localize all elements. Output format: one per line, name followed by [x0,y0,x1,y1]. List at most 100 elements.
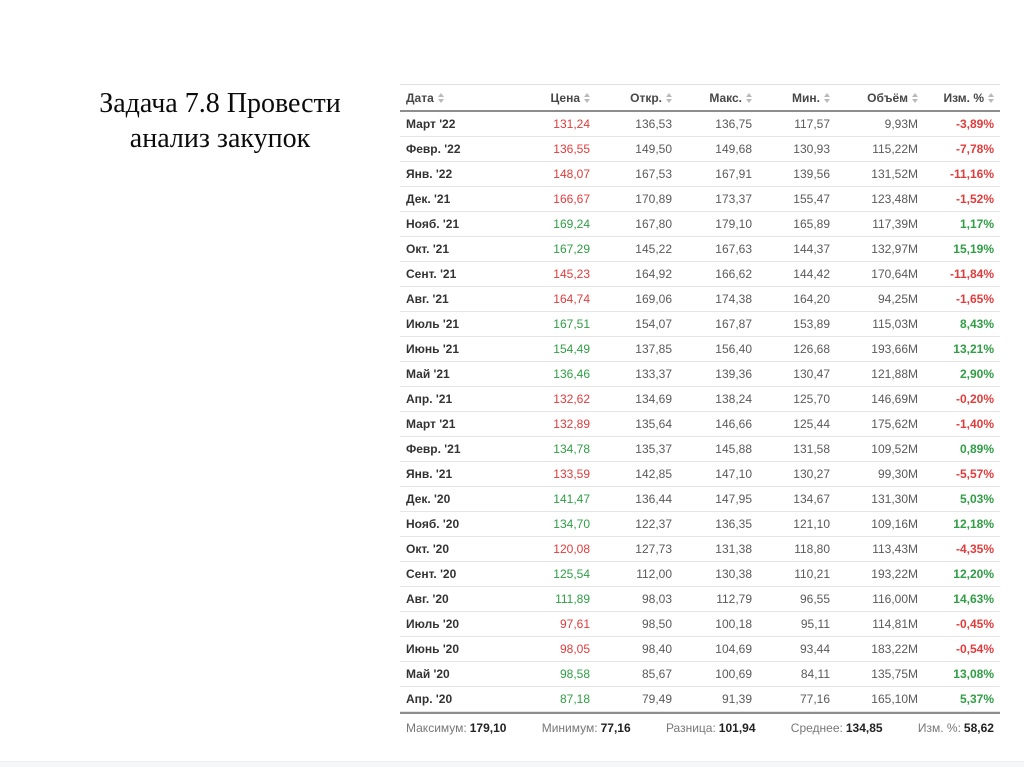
cell-min: 84,11 [758,661,836,687]
table-row: Февр. '22 136,55 149,50 149,68 130,93 11… [400,136,1000,162]
cell-open: 79,49 [596,686,678,712]
cell-price: 125,54 [510,561,596,587]
cell-change: 1,17% [924,211,1000,237]
cell-open: 137,85 [596,336,678,362]
cell-volume: 170,64M [836,261,924,287]
column-header-date[interactable]: Дата [400,84,510,112]
cell-price: 169,24 [510,211,596,237]
cell-date: Февр. '22 [400,136,510,162]
cell-date: Сент. '21 [400,261,510,287]
cell-volume: 113,43M [836,536,924,562]
column-header-volume[interactable]: Объём [836,84,924,112]
sort-arrows-icon[interactable] [746,92,752,103]
cell-min: 125,44 [758,411,836,437]
cell-max: 131,38 [678,536,758,562]
cell-date: Нояб. '21 [400,211,510,237]
table-row: Янв. '22 148,07 167,53 167,91 139,56 131… [400,161,1000,187]
cell-min: 110,21 [758,561,836,587]
cell-min: 121,10 [758,511,836,537]
cell-date: Май '20 [400,661,510,687]
column-header-label: Изм. % [943,91,984,105]
cell-change: 15,19% [924,236,1000,262]
table-row: Нояб. '21 169,24 167,80 179,10 165,89 11… [400,211,1000,237]
cell-open: 167,53 [596,161,678,187]
cell-date: Февр. '21 [400,436,510,462]
summary-maximum: Максимум: 179,10 [406,721,507,735]
cell-price: 136,46 [510,361,596,387]
column-header-min[interactable]: Мин. [758,84,836,112]
cell-change: -11,16% [924,161,1000,187]
sort-arrows-icon[interactable] [912,92,918,103]
cell-open: 133,37 [596,361,678,387]
table-row: Февр. '21 134,78 135,37 145,88 131,58 10… [400,436,1000,462]
table-row: Янв. '21 133,59 142,85 147,10 130,27 99,… [400,461,1000,487]
price-history-table: Дата Цена Откр. Макс. Мин. Объ [400,84,1000,741]
cell-price: 164,74 [510,286,596,312]
summary-difference: Разница: 101,94 [665,721,756,735]
sort-arrows-icon[interactable] [584,92,590,103]
cell-change: 12,20% [924,561,1000,587]
column-header-open[interactable]: Откр. [596,84,678,112]
cell-min: 93,44 [758,636,836,662]
sort-arrows-icon[interactable] [437,92,444,103]
cell-open: 122,37 [596,511,678,537]
table-row: Май '20 98,58 85,67 100,69 84,11 135,75M… [400,661,1000,687]
cell-max: 91,39 [678,686,758,712]
sort-arrows-icon[interactable] [988,92,994,103]
cell-price: 166,67 [510,186,596,212]
cell-max: 167,63 [678,236,758,262]
cell-volume: 165,10M [836,686,924,712]
table-row: Сент. '20 125,54 112,00 130,38 110,21 19… [400,561,1000,587]
cell-open: 167,80 [596,211,678,237]
cell-open: 135,37 [596,436,678,462]
column-header-label: Мин. [792,91,820,105]
page-title: Задача 7.8 Провести анализ закупок [40,86,400,156]
cell-open: 149,50 [596,136,678,162]
cell-change: -4,35% [924,536,1000,562]
cell-price: 98,05 [510,636,596,662]
cell-min: 95,11 [758,611,836,637]
cell-price: 120,08 [510,536,596,562]
column-header-change[interactable]: Изм. % [924,84,1000,112]
cell-min: 77,16 [758,686,836,712]
cell-date: Июнь '20 [400,636,510,662]
cell-max: 147,10 [678,461,758,487]
table-row: Июнь '21 154,49 137,85 156,40 126,68 193… [400,336,1000,362]
cell-price: 148,07 [510,161,596,187]
cell-price: 167,51 [510,311,596,337]
column-header-price[interactable]: Цена [510,84,596,112]
cell-price: 133,59 [510,461,596,487]
cell-max: 136,35 [678,511,758,537]
table-row: Окт. '21 167,29 145,22 167,63 144,37 132… [400,236,1000,262]
column-header-max[interactable]: Макс. [678,84,758,112]
cell-change: -5,57% [924,461,1000,487]
cell-min: 125,70 [758,386,836,412]
cell-price: 131,24 [510,111,596,137]
cell-volume: 94,25M [836,286,924,312]
cell-open: 135,64 [596,411,678,437]
sort-arrows-icon[interactable] [666,92,672,103]
cell-open: 136,53 [596,111,678,137]
cell-date: Март '21 [400,411,510,437]
table-row: Июль '21 167,51 154,07 167,87 153,89 115… [400,311,1000,337]
cell-open: 127,73 [596,536,678,562]
summary-average: Среднее: 134,85 [790,721,883,735]
cell-price: 134,78 [510,436,596,462]
cell-date: Авг. '21 [400,286,510,312]
cell-open: 98,40 [596,636,678,662]
cell-min: 139,56 [758,161,836,187]
cell-min: 130,47 [758,361,836,387]
cell-volume: 193,66M [836,336,924,362]
cell-max: 100,69 [678,661,758,687]
sort-arrows-icon[interactable] [824,92,830,103]
cell-volume: 109,52M [836,436,924,462]
cell-max: 112,79 [678,586,758,612]
cell-change: -0,45% [924,611,1000,637]
cell-min: 130,27 [758,461,836,487]
cell-price: 132,89 [510,411,596,437]
cell-date: Дек. '21 [400,186,510,212]
cell-change: 5,03% [924,486,1000,512]
cell-change: 12,18% [924,511,1000,537]
cell-date: Нояб. '20 [400,511,510,537]
